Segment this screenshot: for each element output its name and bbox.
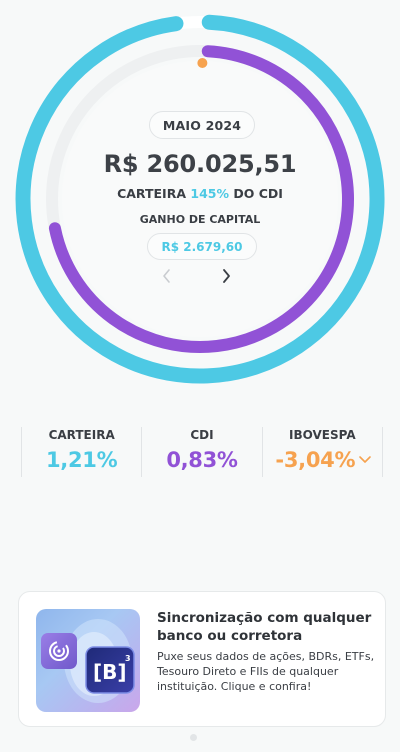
stat-label: CARTEIRA <box>48 428 115 442</box>
performance-ring: MAIO 2024 R$ 260.025,51 CARTEIRA 145% DO… <box>0 14 400 384</box>
cdi-comparison: CARTEIRA 145% DO CDI <box>0 186 400 201</box>
sync-promo-card[interactable]: [B] 3 Sincronização com qualquer banco o… <box>18 591 386 727</box>
capital-gain-label: GANHO DE CAPITAL <box>139 213 261 226</box>
stat-value-text: -3,04% <box>275 448 356 472</box>
capital-gain-value: R$ 2.679,60 <box>161 239 243 254</box>
cdi-percent: 145% <box>190 186 229 201</box>
stat-carteira: CARTEIRA 1,21% <box>21 427 141 477</box>
month-label: MAIO 2024 <box>162 117 242 133</box>
promo-title: Sincronização com qualquer banco ou corr… <box>157 610 372 644</box>
stat-label: IBOVESPA <box>289 428 356 442</box>
next-month-button[interactable] <box>219 268 243 292</box>
b3-logo-sup: 3 <box>125 654 131 663</box>
ibovespa-marker <box>197 58 208 69</box>
promo-illustration: [B] 3 <box>36 609 140 712</box>
chevron-down-icon[interactable] <box>358 455 372 465</box>
month-selector[interactable]: MAIO 2024 <box>149 111 255 139</box>
cdi-arc <box>48 45 354 353</box>
stat-ibovespa[interactable]: IBOVESPA -3,04% <box>261 427 383 477</box>
promo-art: [B] 3 <box>41 619 135 703</box>
stat-cdi: CDI 0,83% <box>141 427 261 477</box>
previous-month-button[interactable] <box>160 268 184 292</box>
pagination-dot[interactable] <box>190 734 197 741</box>
stat-value: -3,04% <box>263 448 382 472</box>
stat-value: 0,83% <box>166 448 238 472</box>
cdi-suffix: DO CDI <box>233 186 283 201</box>
chevron-right-icon <box>223 269 230 283</box>
capital-gain-badge: R$ 2.679,60 <box>147 233 257 260</box>
ring-inner-face <box>62 61 338 337</box>
portfolio-arc <box>15 14 385 384</box>
stat-label: CDI <box>190 428 214 442</box>
b3-logo-text: [B] <box>93 660 127 684</box>
performance-stats: CARTEIRA 1,21% CDI 0,83% IBOVESPA -3,04% <box>21 427 383 477</box>
sync-radar-icon <box>49 641 69 661</box>
chevron-left-icon <box>163 269 170 283</box>
cdi-prefix: CARTEIRA <box>117 186 187 201</box>
stat-value: 1,21% <box>45 448 118 472</box>
promo-description: Puxe seus dados de ações, BDRs, ETFs, Te… <box>157 650 375 693</box>
ring-chart <box>15 14 385 384</box>
portfolio-amount: R$ 260.025,51 <box>103 150 297 178</box>
